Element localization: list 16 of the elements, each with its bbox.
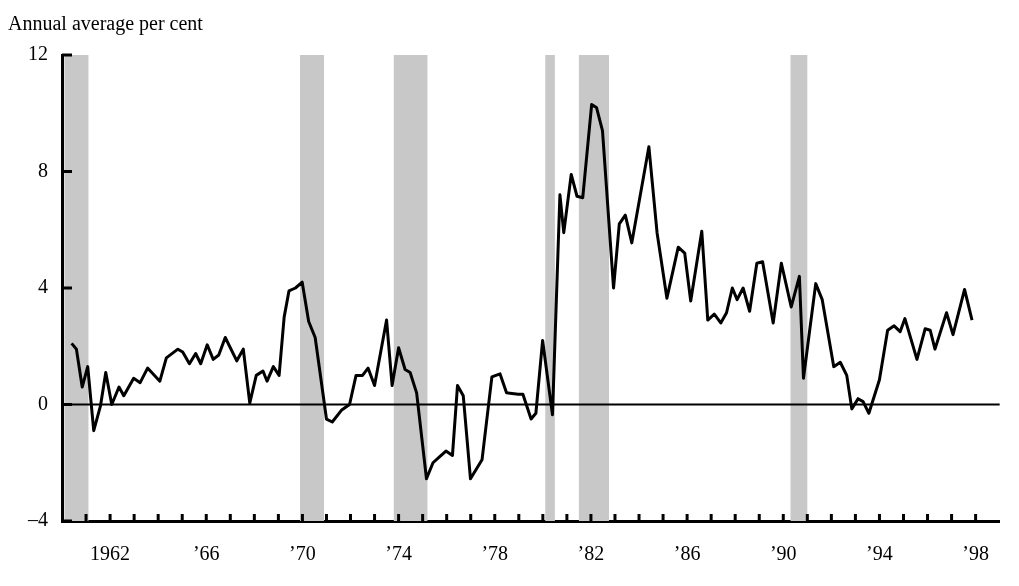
y-tick-label: 0 [38,391,48,414]
x-tick-label: ’90 [769,542,797,565]
y-tick-label: 4 [38,275,48,298]
x-tick-label: ’78 [481,542,509,565]
y-tick-label: 12 [28,42,48,65]
x-tick-label: 1962 [90,542,131,565]
y-tick-label: 8 [38,158,48,181]
x-tick-label: ’70 [289,542,316,565]
x-tick-label: ’94 [866,542,893,565]
y-tick-label: –4 [27,508,48,531]
x-tick-label: ’82 [577,542,605,565]
x-tick-label: ’74 [385,542,412,565]
x-tick-label: ’66 [192,542,220,565]
x-tick-label: ’86 [673,542,701,565]
x-tick-label: ’98 [962,542,989,565]
y-axis-title: Annual average per cent [8,12,204,35]
